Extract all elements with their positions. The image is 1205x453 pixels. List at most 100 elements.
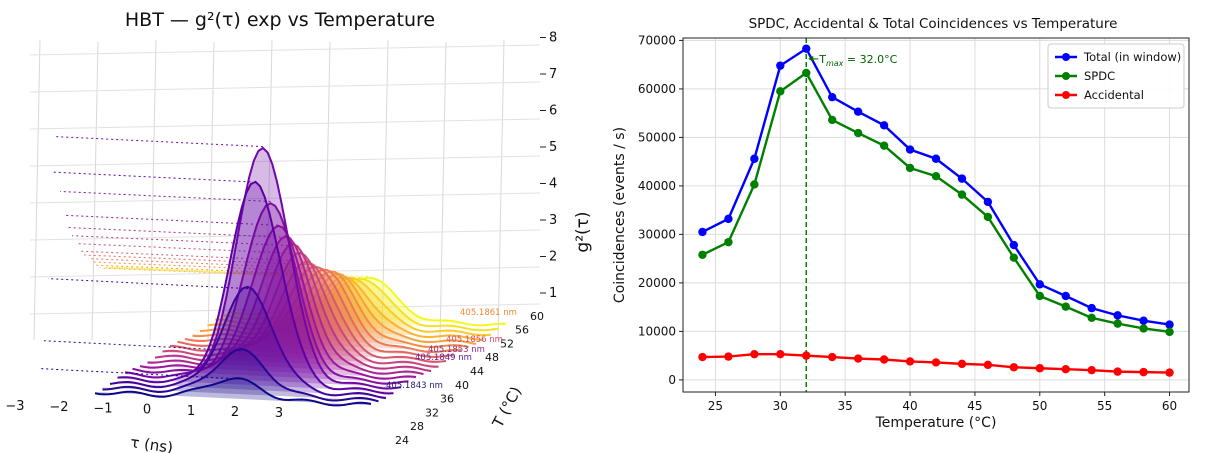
wavelength-label: 405.1861 nm: [460, 308, 517, 318]
pane-gridline: [29, 81, 541, 93]
data-point: [905, 357, 915, 366]
tau-tick-label: 0: [143, 403, 151, 418]
x-tick-label: 50: [1032, 399, 1047, 413]
chart-title: SPDC, Accidental & Total Coincidences vs…: [749, 16, 1118, 32]
data-point: [802, 68, 811, 78]
data-point: [802, 351, 811, 360]
data-point: [828, 115, 837, 125]
slice-fill: [140, 225, 416, 379]
peak-projection: [71, 235, 294, 247]
series-line: [701, 71, 1170, 334]
coincidence-chart: SPDC, Accidental & Total Coincidences vs…: [612, 16, 1190, 431]
temperature-slice: [47, 278, 387, 400]
series-2: [698, 349, 1174, 377]
x-axis-label: Temperature (°C): [875, 415, 997, 431]
slice-fill: [125, 148, 401, 389]
pane-gridline: [149, 39, 157, 341]
temperature-slice: [55, 136, 402, 390]
data-point: [1035, 291, 1044, 301]
x-tick-label: 60: [1162, 399, 1177, 413]
peak-projection: [59, 190, 271, 202]
peak-projection: [87, 258, 324, 270]
data-point: [1113, 319, 1122, 328]
data-point: [1087, 313, 1096, 323]
data-point: [1165, 320, 1174, 329]
tick-labels: 25 30 35 40 45 50 55 60 0 10000 20000 30000 40000 500…: [638, 33, 1177, 413]
plot-frame: [682, 37, 1190, 393]
temperature-slice: [39, 368, 372, 407]
pane-gridline: [265, 39, 273, 341]
t-tick-label: 36: [440, 393, 454, 406]
slice-line: [169, 261, 447, 363]
data-point: [802, 44, 811, 53]
t-tick-label: 40: [455, 379, 469, 392]
slice-fill: [102, 349, 379, 402]
y-tick-label: 20000: [638, 276, 676, 290]
annotation-text: Tmax = 32.0°C: [818, 53, 897, 68]
pane-gridline: [29, 192, 541, 204]
data-point: [776, 349, 785, 359]
x-axis-label: τ (ns): [129, 433, 174, 453]
slice-line: [139, 224, 417, 380]
data-point: [905, 163, 915, 173]
pane-gridline: [439, 41, 447, 341]
legend: Total (in window) SPDC Accidental: [1047, 43, 1185, 109]
wavelength-label: 405.1853 nm: [428, 345, 485, 355]
data-point: [1087, 365, 1096, 375]
y-tick-label: 30000: [638, 227, 676, 241]
temperature-slice: [51, 171, 394, 395]
data-point: [1061, 302, 1070, 311]
y-tick-label: 70000: [638, 33, 676, 47]
peak-projection: [67, 226, 286, 238]
data-point: [1139, 324, 1148, 333]
data-point: [750, 349, 759, 359]
slice-line: [214, 276, 492, 337]
pane-gridline: [381, 39, 389, 341]
data-point: [1139, 367, 1148, 377]
legend-item: Total (in window): [1055, 50, 1181, 64]
data-point: [957, 174, 967, 183]
legend-label: Total (in window): [1083, 50, 1181, 64]
series-1: [698, 68, 1174, 337]
series-group: [698, 38, 1174, 392]
legend-item: Accidental: [1055, 88, 1144, 102]
data-point: [905, 145, 915, 154]
y-tick-label: 60000: [638, 82, 676, 96]
x-tick-label: 40: [902, 399, 917, 413]
data-point: [1087, 303, 1096, 313]
z-tick-label: 1: [549, 286, 557, 301]
y-tick-label: 10000: [638, 324, 676, 338]
x-tick-label: 30: [773, 399, 788, 413]
y-tick-label: 0: [668, 373, 676, 387]
slice-fill: [177, 266, 454, 357]
t-tick-label: 44: [470, 365, 484, 378]
pane-gridline: [33, 39, 41, 341]
wavelength-label: 405.1849 nm: [415, 353, 472, 363]
data-point: [750, 154, 759, 163]
data-point: [828, 92, 837, 102]
x-tick-label: 55: [1097, 399, 1112, 413]
slice-fill: [230, 277, 506, 326]
data-point: [1061, 365, 1070, 374]
pane-gridline: [497, 39, 505, 341]
data-point: [931, 358, 941, 367]
annotation-arrowhead: [808, 55, 814, 62]
z-tick-label: 7: [549, 67, 557, 82]
data-point: [1035, 364, 1044, 373]
data-point: [1139, 316, 1148, 325]
waterfall-axes: −3 −2 −1 0 1 2 3242832364044485256601234567840…: [5, 31, 557, 448]
wavelength-label: 405.1843 nm: [386, 381, 443, 391]
z-tick-label: 3: [549, 213, 557, 228]
slice-fill: [162, 252, 439, 367]
slice-line: [102, 348, 379, 403]
data-point: [983, 212, 993, 222]
slice-line: [154, 242, 432, 373]
data-point: [776, 61, 785, 70]
data-point: [1035, 280, 1044, 289]
legend-item: SPDC: [1055, 69, 1115, 83]
peak-projection: [83, 254, 316, 266]
data-point: [1009, 253, 1019, 262]
temperature-slice: [79, 250, 447, 363]
slice-fill: [170, 262, 446, 362]
